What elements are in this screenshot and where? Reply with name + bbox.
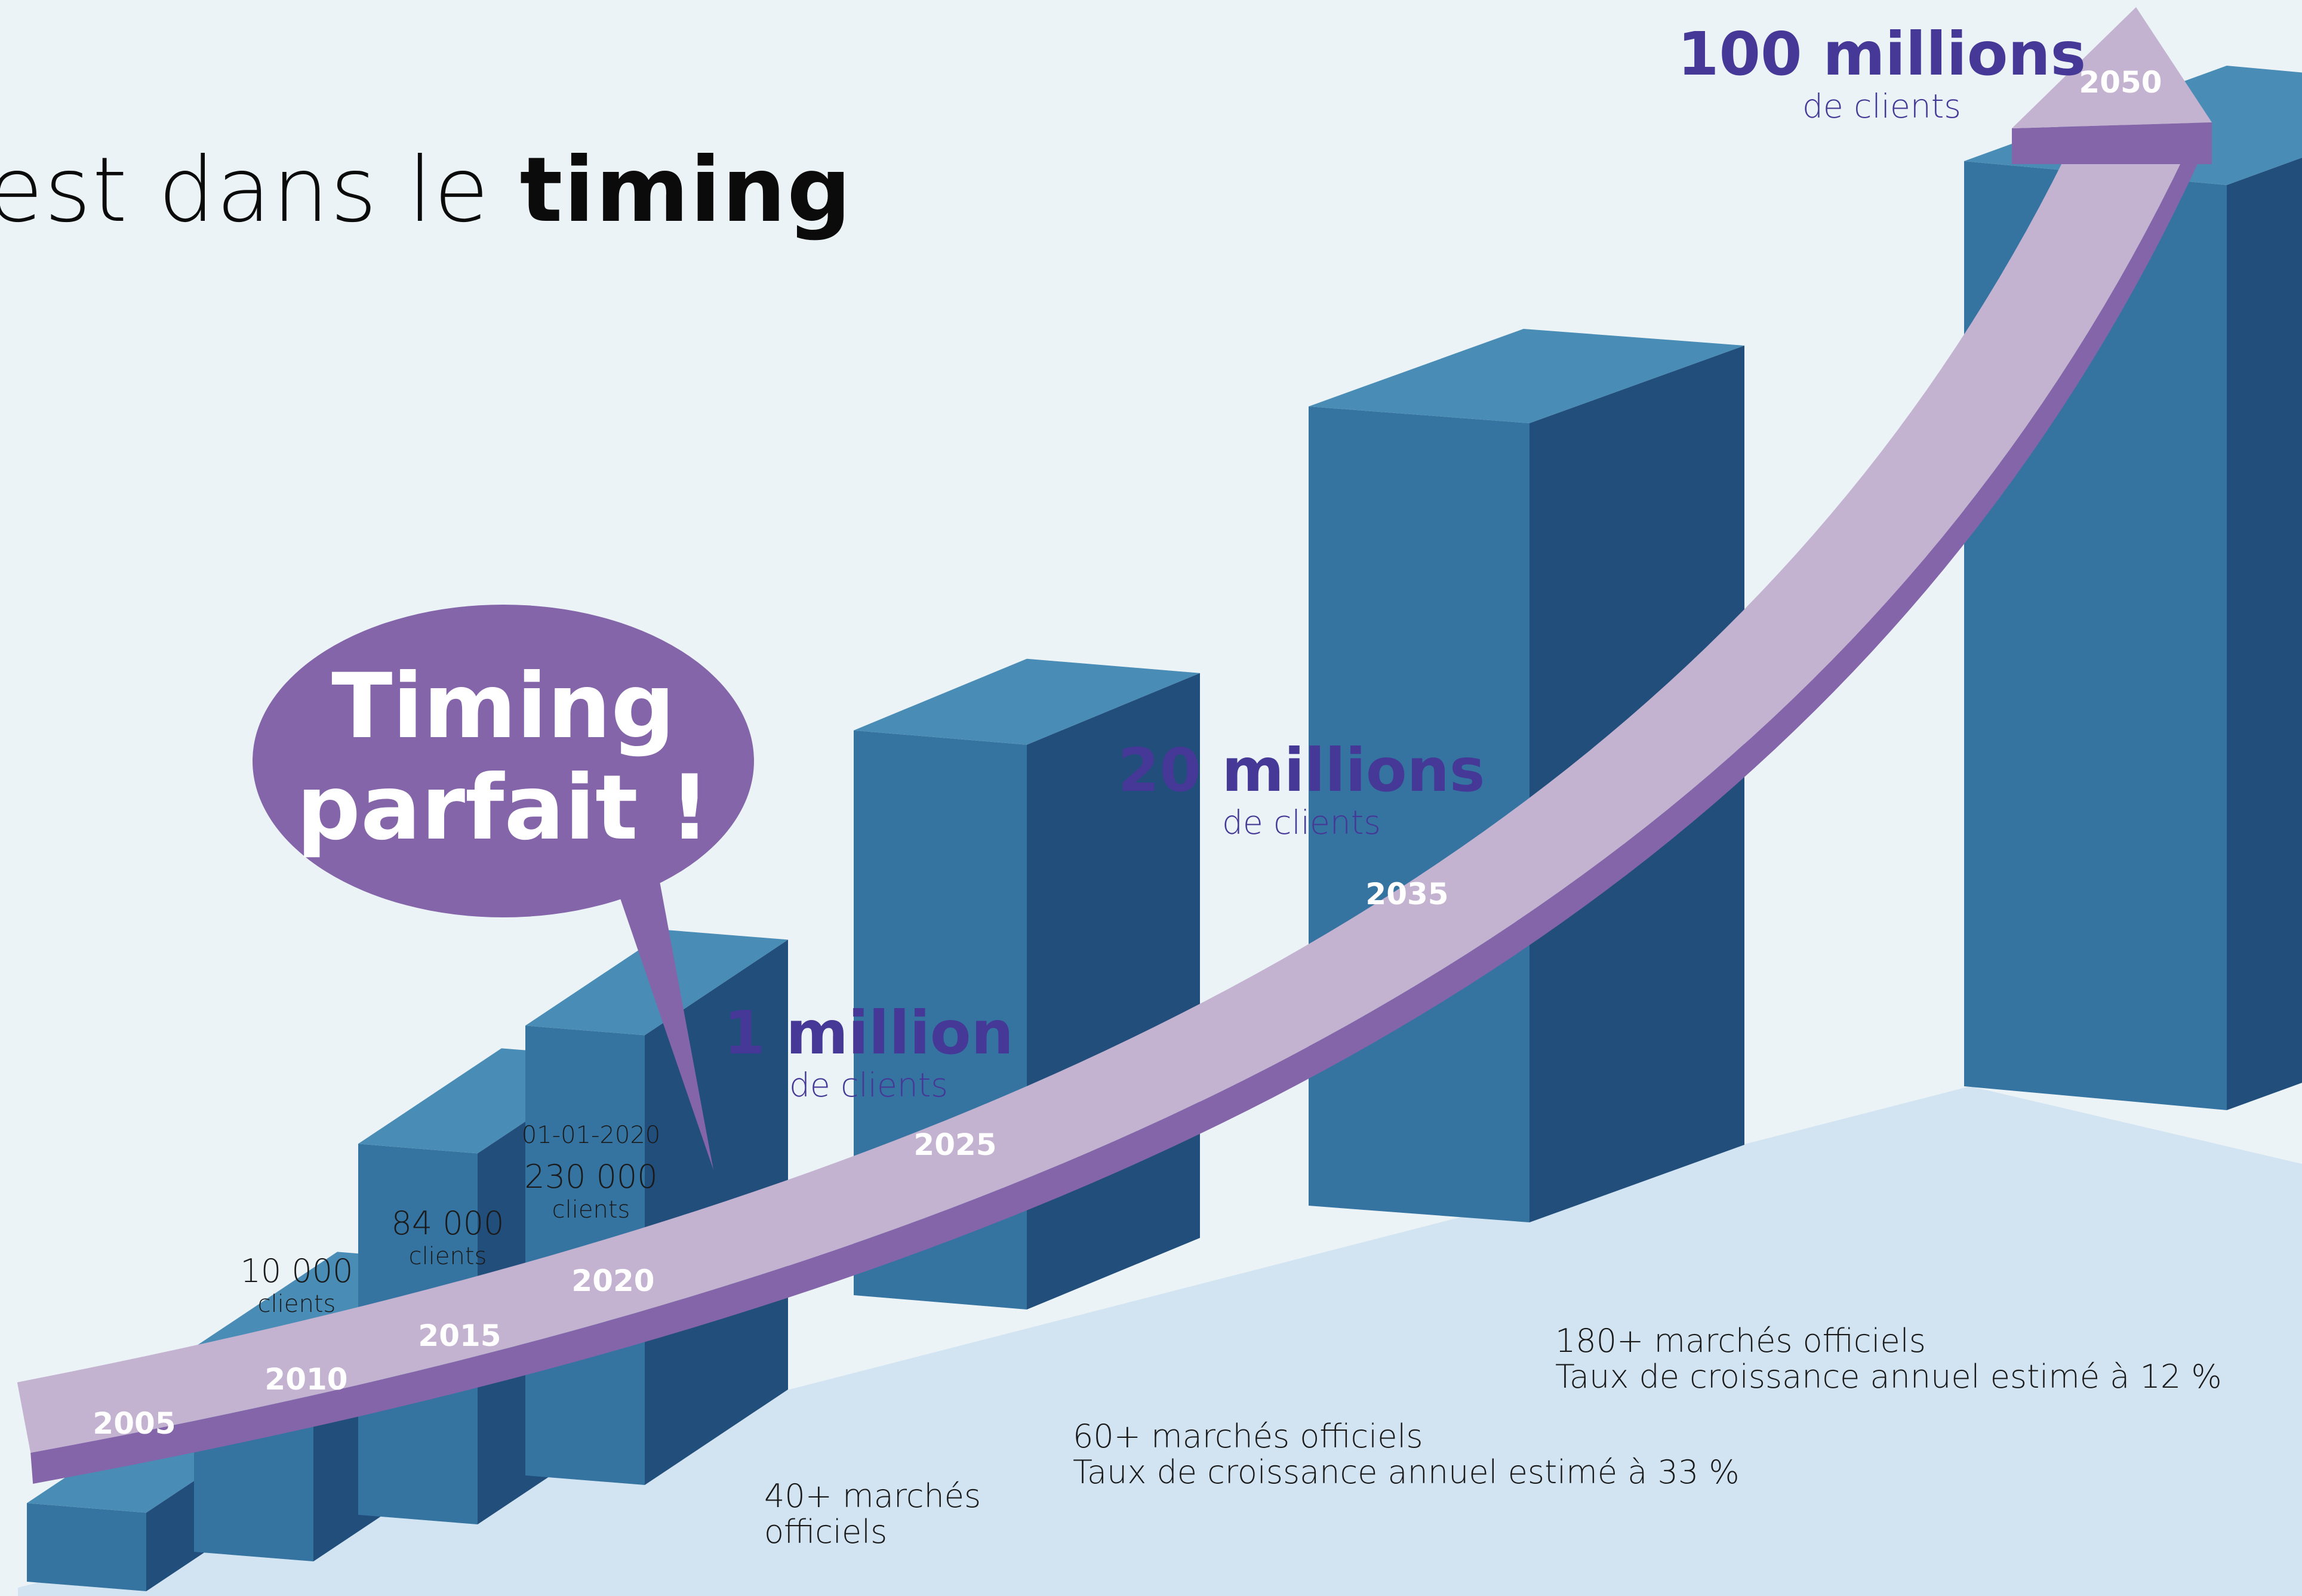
- milestone-value-2025: 1 million: [724, 998, 1014, 1068]
- callout-line-1: Timing: [331, 655, 675, 759]
- market-note-3-line-1: 180+ marchés officiels: [1555, 1322, 1926, 1360]
- bar-top-2035: [1309, 328, 1744, 423]
- speech-bubble: Timing parfait !: [253, 605, 754, 1170]
- milestone-unit-2025: de clients: [789, 1066, 948, 1104]
- callout-line-2: parfait !: [297, 756, 710, 860]
- market-note-1-line-2: officiels: [764, 1513, 887, 1551]
- page-title: est dans le timing: [0, 138, 853, 242]
- title-prefix: est dans le: [0, 138, 490, 242]
- annotation-value-2015: 84 000: [392, 1204, 504, 1242]
- annotation-value-2020: 230 000: [524, 1158, 657, 1196]
- milestone-value-2035: 20 millions: [1118, 735, 1485, 805]
- year-label-2005: 2005: [93, 1406, 176, 1441]
- year-label-2015: 2015: [418, 1318, 501, 1353]
- callout-bubble: [253, 605, 754, 917]
- bar-side-2050: [2227, 158, 2302, 1110]
- milestone-unit-2035: de clients: [1222, 803, 1381, 842]
- market-note-1-line-1: 40+ marchés: [764, 1477, 981, 1515]
- milestone-unit-2050: de clients: [1802, 87, 1961, 125]
- year-label-2050: 2050: [2079, 65, 2162, 100]
- arrow-head: [2012, 7, 2212, 128]
- annotation-value-2010: 10 000: [241, 1252, 353, 1290]
- annotation-unit-2020: clients: [552, 1196, 630, 1224]
- year-label-2035: 2035: [1365, 877, 1448, 911]
- title-emphasis: timing: [519, 138, 853, 242]
- bar-top-2025: [854, 658, 1200, 745]
- bar-front-2005: [27, 1503, 146, 1591]
- year-label-2020: 2020: [571, 1264, 654, 1298]
- milestone-value-2050: 100 millions: [1678, 19, 2086, 89]
- annotation-date-2020: 01-01-2020: [522, 1121, 660, 1149]
- year-label-2025: 2025: [913, 1127, 996, 1162]
- market-note-2-line-1: 60+ marchés officiels: [1073, 1418, 1423, 1455]
- year-label-2010: 2010: [264, 1362, 347, 1397]
- callout-tail: [609, 865, 713, 1170]
- growth-arrow: [17, 7, 2212, 1484]
- market-note-3-line-2: Taux de croissance annuel estimé à 12 %: [1555, 1358, 2222, 1395]
- arrow-head-edge: [2012, 122, 2212, 164]
- annotation-unit-2010: clients: [258, 1290, 336, 1318]
- annotation-unit-2015: clients: [409, 1243, 487, 1270]
- market-note-2-line-2: Taux de croissance annuel estimé à 33 %: [1073, 1453, 1740, 1491]
